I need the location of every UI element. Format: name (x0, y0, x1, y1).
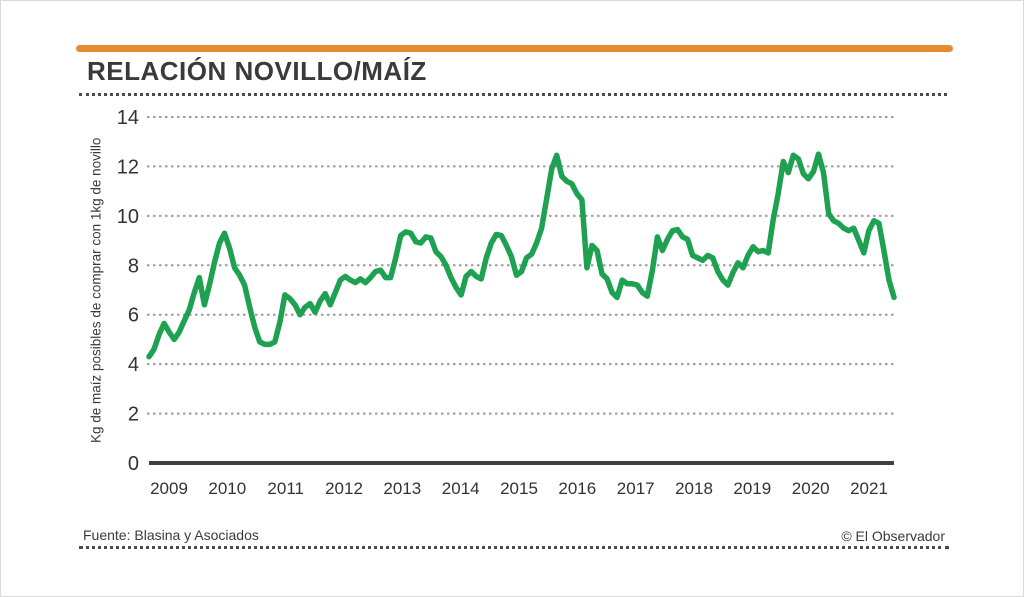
x-tick-label: 2016 (558, 479, 596, 498)
footer-divider (79, 546, 949, 549)
y-tick-label: 12 (117, 156, 139, 178)
y-tick-label: 0 (128, 453, 139, 475)
y-tick-label: 2 (128, 404, 139, 426)
x-tick-label: 2014 (442, 479, 480, 498)
title-divider (79, 93, 947, 96)
y-tick-label: 8 (128, 255, 139, 277)
x-tick-label: 2012 (325, 479, 363, 498)
series-line (146, 151, 897, 360)
x-tick-label: 2018 (675, 479, 713, 498)
x-tick-label: 2020 (792, 479, 830, 498)
x-tick-label: 2019 (733, 479, 771, 498)
y-tick-label: 6 (128, 305, 139, 327)
source-label: Fuente: Blasina y Asociados (83, 527, 259, 543)
x-tick-label: 2021 (850, 479, 888, 498)
x-tick-label: 2017 (617, 479, 655, 498)
x-tick-label: 2011 (267, 479, 304, 498)
y-tick-label: 10 (117, 206, 139, 228)
y-tick-label: 14 (117, 107, 139, 129)
x-tick-label: 2013 (383, 479, 421, 498)
x-tick-label: 2010 (208, 479, 246, 498)
credit-label: © El Observador (841, 528, 945, 544)
accent-bar (76, 45, 953, 52)
x-tick-label: 2015 (500, 479, 538, 498)
x-tick-label: 2009 (150, 479, 188, 498)
chart-title: RELACIÓN NOVILLO/MAÍZ (87, 56, 427, 86)
y-tick-label: 4 (128, 354, 139, 376)
